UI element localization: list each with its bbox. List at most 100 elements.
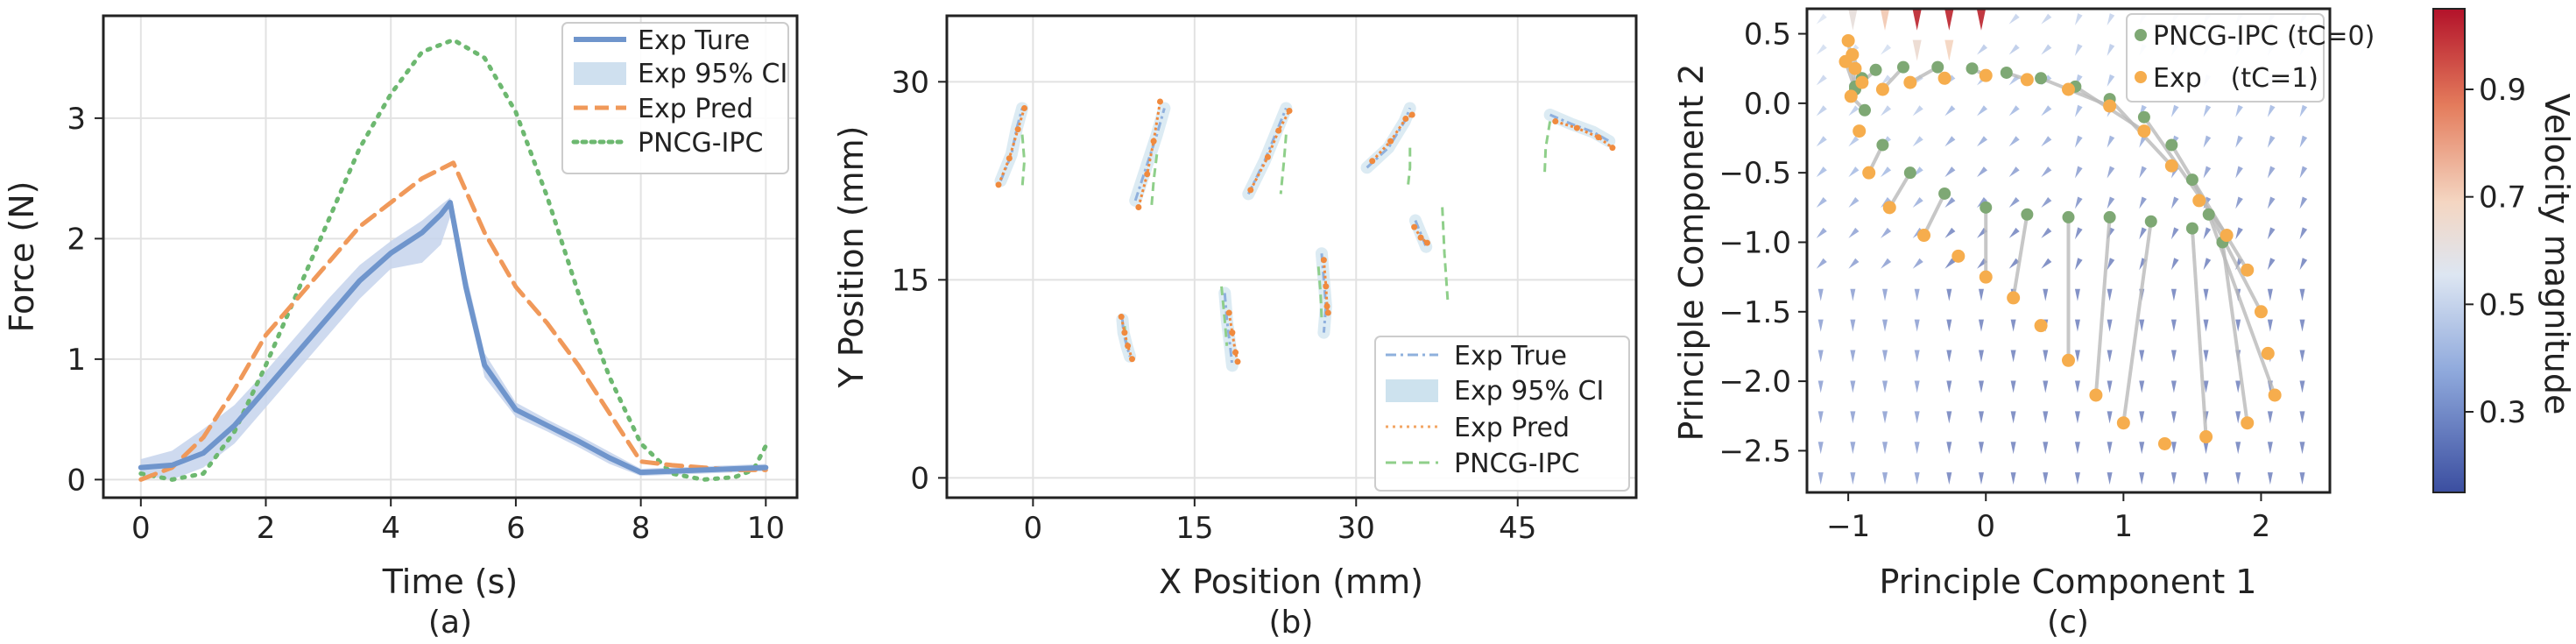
- velocity-arrow: [1816, 44, 1827, 55]
- y-tick-label: 1: [67, 343, 86, 378]
- traj-exp-pred-point: [1156, 98, 1163, 105]
- traj-exp-true: [999, 108, 1024, 181]
- velocity-arrow: [1912, 39, 1922, 61]
- y-tick-label: 2: [67, 222, 86, 257]
- velocity-arrow: [2041, 258, 2052, 269]
- exp-point: [2103, 99, 2117, 113]
- traj-exp-pred-point: [1423, 239, 1430, 246]
- panel-b-caption: (b): [1269, 605, 1314, 640]
- velocity-arrow: [2107, 442, 2113, 455]
- velocity-arrow: [1817, 319, 1824, 332]
- legend-swatch-b-exp-ci: [1386, 379, 1438, 402]
- traj-exp-true: [1366, 107, 1412, 169]
- velocity-arrow: [2107, 135, 2115, 148]
- legend-sub-c-exp: (tC=1): [2231, 63, 2318, 94]
- traj-exp-pred-point: [1150, 138, 1157, 145]
- legend-label-exp-pred: Exp Pred: [638, 94, 753, 124]
- traj-pncg-ipc: [1406, 147, 1412, 188]
- velocity-arrow: [2139, 411, 2145, 424]
- traj-exp-pred-point: [1264, 153, 1271, 160]
- velocity-arrow: [1881, 9, 1890, 31]
- velocity-arrow: [1978, 472, 1984, 485]
- velocity-arrow: [2299, 104, 2308, 117]
- velocity-arrow: [1944, 136, 1956, 147]
- velocity-arrow: [1850, 288, 1856, 301]
- exp-point: [1841, 33, 1855, 47]
- velocity-arrow: [2235, 227, 2243, 240]
- velocity-arrow: [2235, 166, 2243, 179]
- traj-pncg-ipc: [1542, 121, 1552, 174]
- exp-point: [2062, 82, 2075, 96]
- velocity-arrow: [2139, 442, 2145, 455]
- exp-point: [2020, 73, 2034, 87]
- velocity-arrow: [2008, 136, 2020, 147]
- velocity-arrow: [2074, 411, 2080, 424]
- legend-label-pncg-ipc: PNCG-IPC: [638, 128, 763, 159]
- exp-point: [1853, 124, 1867, 138]
- traj-exp-pred-point: [1411, 223, 1418, 230]
- velocity-arrow: [1816, 136, 1827, 147]
- panel-c-ticks: −1 0 1 2 0.5 0.0 −0.5 −1.0 −1.5 −2.0 −2.5: [1719, 18, 2270, 544]
- traj-exp-pred-point: [1234, 358, 1241, 365]
- panel-a-ylabel: Force (N): [3, 181, 41, 333]
- velocity-arrow: [2107, 13, 2115, 26]
- velocity-arrow: [1914, 380, 1920, 393]
- traj-pncg-ipc: [1316, 266, 1323, 320]
- y-tick-label: 30: [892, 65, 929, 100]
- panel-b-grid: [947, 16, 1636, 498]
- velocity-arrow: [2043, 380, 2049, 393]
- velocity-arrow: [2008, 196, 2020, 209]
- velocity-arrow: [1978, 350, 1984, 363]
- correspondence-line: [1888, 172, 1912, 209]
- traj-exp-pred-point: [1387, 138, 1394, 145]
- velocity-arrow: [1882, 472, 1888, 485]
- velocity-arrow: [1816, 13, 1827, 25]
- pncg-ipc-point: [2185, 222, 2198, 235]
- velocity-arrow: [2299, 258, 2308, 271]
- exp-point: [1875, 82, 1889, 96]
- pncg-ipc-point: [1931, 60, 1944, 74]
- velocity-arrow: [2235, 319, 2241, 332]
- velocity-arrow: [1912, 9, 1922, 31]
- velocity-arrow: [2107, 258, 2115, 271]
- traj-exp-pred-point: [1609, 145, 1616, 152]
- velocity-arrow: [1850, 411, 1856, 424]
- traj-exp-pred-point: [1129, 356, 1136, 363]
- velocity-arrow: [1817, 411, 1824, 424]
- velocity-arrow: [1946, 350, 1952, 363]
- velocity-arrow: [2107, 350, 2113, 363]
- velocity-arrow: [1912, 196, 1923, 209]
- velocity-arrow: [2170, 350, 2177, 363]
- velocity-arrow: [2041, 105, 2052, 117]
- legend-label-exp-true: Exp Ture: [638, 25, 750, 56]
- exp-point: [2034, 319, 2048, 333]
- series-exp-ture: [138, 200, 769, 476]
- velocity-arrow: [1944, 258, 1956, 269]
- colorbar-tick-label: 0.9: [2479, 73, 2526, 108]
- panel-b-plot-area: [994, 98, 1616, 372]
- velocity-arrow: [2008, 166, 2020, 178]
- velocity-arrow: [1850, 350, 1856, 363]
- velocity-arrow: [2041, 196, 2052, 209]
- velocity-arrow: [1978, 319, 1984, 332]
- pncg-ipc-point: [1966, 62, 1979, 75]
- legend-name-c-pncg: PNCG-IPC: [2153, 21, 2278, 52]
- velocity-arrow: [1914, 411, 1920, 424]
- pncg-ipc-point: [1938, 187, 1951, 200]
- velocity-arrow: [1944, 105, 1956, 117]
- y-tick-label: 0: [910, 461, 929, 496]
- velocity-arrow: [1816, 166, 1827, 178]
- traj-exp-pred-point: [1021, 104, 1028, 111]
- panel-a-legend-box: [561, 22, 789, 174]
- velocity-arrow: [2203, 258, 2212, 271]
- velocity-arrow: [1946, 380, 1952, 393]
- velocity-arrow: [2043, 288, 2049, 301]
- legend-label-b-pncg-ipc: PNCG-IPC: [1454, 449, 1579, 479]
- x-tick-label: 0: [1024, 511, 1043, 546]
- panel-b-legend: Exp True Exp 95% CI Exp Pred PNCG-IPC: [1374, 336, 1630, 492]
- velocity-arrow: [1848, 258, 1860, 269]
- y-tick-label: 0.5: [1744, 18, 1791, 53]
- x-tick-label: 4: [381, 511, 400, 546]
- colorbar-label: Velocity magnitude: [2537, 94, 2576, 415]
